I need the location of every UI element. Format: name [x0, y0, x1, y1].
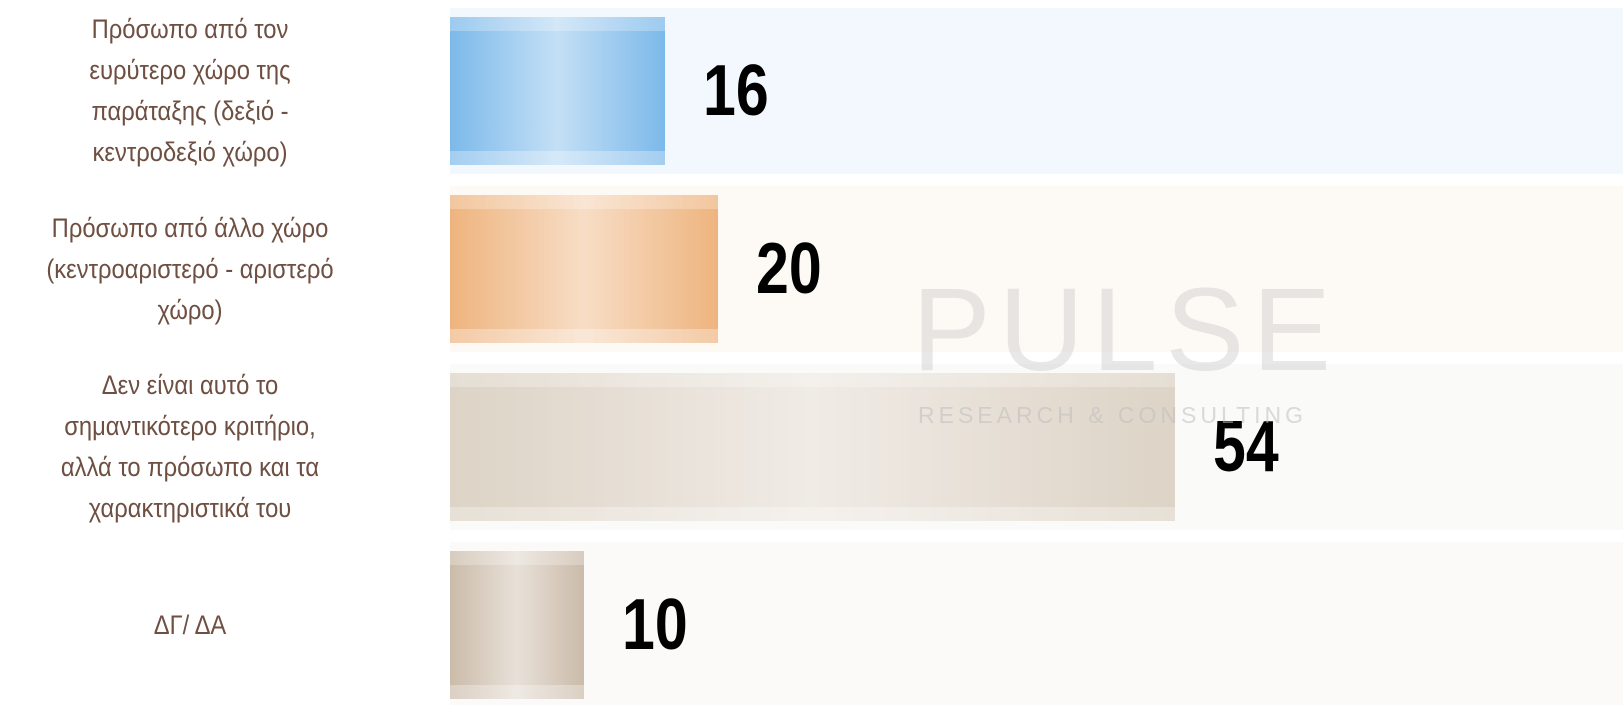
category-text: ΔΓ/ ΔΑ: [153, 609, 227, 640]
value-label: 54: [1212, 407, 1279, 487]
category-text: Δεν είναι αυτό το σημαντικότερο κριτήριο…: [60, 370, 320, 523]
watermark: PULSE: [912, 264, 1339, 396]
category-label: ΔΓ/ ΔΑ: [0, 542, 380, 705]
value-label: 20: [756, 229, 823, 309]
row-band: [450, 542, 1623, 705]
bar: [450, 551, 585, 699]
bar: [450, 17, 665, 165]
category-label: Πρόσωπο από τον ευρύτερο χώρο της παράτα…: [0, 8, 380, 174]
bar: [450, 195, 719, 343]
bar: [450, 373, 1175, 521]
value-label: 16: [702, 51, 769, 131]
watermark-subtitle: RESEARCH & CONSULTING: [918, 402, 1308, 428]
category-label: Δεν είναι αυτό το σημαντικότερο κριτήριο…: [0, 364, 380, 530]
category-label: Πρόσωπο από άλλο χώρο (κεντροαριστερό - …: [0, 186, 380, 352]
value-label: 10: [622, 585, 688, 665]
category-text: Πρόσωπο από τον ευρύτερο χώρο της παράτα…: [89, 14, 291, 167]
category-text: Πρόσωπο από άλλο χώρο (κεντροαριστερό - …: [46, 212, 334, 325]
